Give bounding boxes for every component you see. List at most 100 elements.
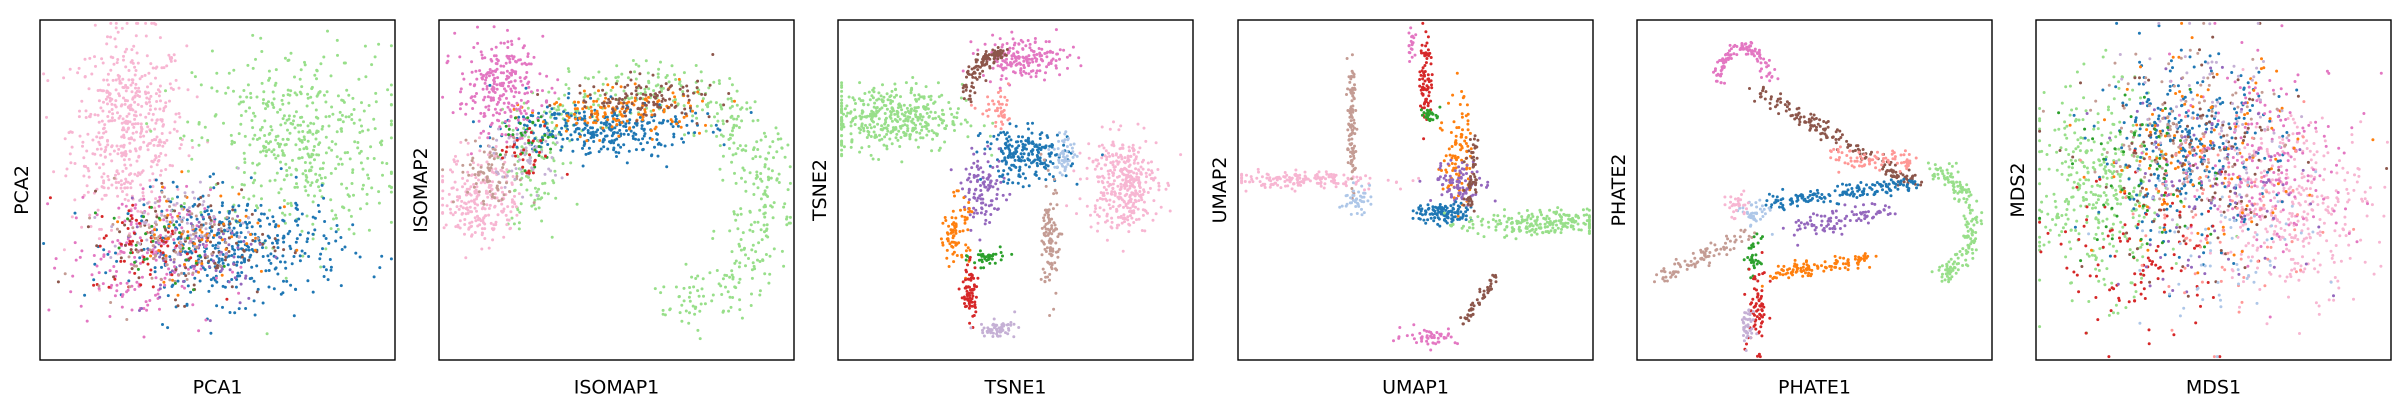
isomap-point-cluster-5 <box>487 207 491 210</box>
pca-point-cluster-6 <box>133 271 137 275</box>
tsne-point-cluster-4 <box>1017 173 1021 177</box>
isomap-point-cluster-9 <box>522 148 526 152</box>
pca-point-cluster-10 <box>172 203 176 207</box>
pca-point-cluster-3 <box>121 250 124 254</box>
tsne-point-cluster-0 <box>889 110 892 113</box>
isomap-point-cluster-1 <box>599 131 603 135</box>
pca-point-cluster-1 <box>335 130 339 134</box>
pca-point-cluster-1 <box>311 101 315 105</box>
pca-point-cluster-1 <box>309 155 313 159</box>
pca-point-cluster-2 <box>340 248 344 251</box>
pca-point-cluster-8 <box>206 255 210 258</box>
panel-tsne: TSNE1 TSNE2 <box>809 19 1194 399</box>
pca-point-cluster-0 <box>103 155 107 159</box>
pca-point-cluster-1 <box>170 197 174 201</box>
pca-point-cluster-5 <box>219 269 223 273</box>
tsne-point-cluster-0 <box>924 85 928 89</box>
pca-point-cluster-1 <box>314 137 318 141</box>
pca-point-cluster-1 <box>214 113 218 117</box>
pca-point-cluster-10 <box>113 244 117 248</box>
pca-point-cluster-0 <box>179 143 183 147</box>
pca-point-cluster-1 <box>190 157 194 161</box>
pca-point-cluster-0 <box>100 57 104 61</box>
tsne-point-cluster-1 <box>1028 42 1032 46</box>
pca-point-cluster-0 <box>154 156 158 160</box>
pca-point-cluster-0 <box>148 108 152 112</box>
pca-point-cluster-3 <box>54 257 58 261</box>
pca-point-cluster-2 <box>182 272 186 275</box>
pca-point-cluster-0 <box>148 178 152 182</box>
pca-point-cluster-10 <box>216 245 220 249</box>
isomap-point-cluster-5 <box>466 141 470 145</box>
pca-point-cluster-10 <box>204 227 208 231</box>
tsne-point-cluster-0 <box>927 95 931 99</box>
isomap-point-cluster-0 <box>717 282 721 286</box>
isomap-point-cluster-4 <box>504 133 508 137</box>
pca-point-cluster-2 <box>328 258 332 261</box>
pca-point-cluster-2 <box>236 255 240 259</box>
isomap-point-cluster-0 <box>695 116 699 120</box>
pca-point-cluster-1 <box>389 220 393 224</box>
pca-point-cluster-6 <box>189 256 193 260</box>
pca-point-cluster-5 <box>178 264 182 268</box>
pca-point-cluster-1 <box>210 49 214 53</box>
pca-point-cluster-1 <box>334 142 338 146</box>
pca-point-cluster-2 <box>294 240 298 244</box>
pca-point-cluster-0 <box>127 112 131 116</box>
pca-point-cluster-1 <box>243 157 247 161</box>
isomap-x-axis-label: ISOMAP1 <box>574 377 660 399</box>
pca-point-cluster-2 <box>185 218 189 222</box>
isomap-point-cluster-6 <box>481 178 485 182</box>
tsne-point-cluster-0 <box>862 102 866 106</box>
pca-point-cluster-1 <box>197 143 201 147</box>
pca-point-cluster-0 <box>103 193 107 197</box>
pca-point-cluster-1 <box>304 178 308 182</box>
isomap-point-cluster-0 <box>721 310 725 314</box>
isomap-point-cluster-0 <box>701 277 705 281</box>
pca-point-cluster-2 <box>295 237 299 241</box>
pca-point-cluster-2 <box>211 244 215 248</box>
pca-point-cluster-1 <box>295 182 298 186</box>
pca-point-cluster-7 <box>249 233 252 236</box>
pca-point-cluster-1 <box>303 161 307 164</box>
pca-point-cluster-1 <box>259 150 263 154</box>
tsne-point-cluster-2 <box>988 57 992 61</box>
pca-point-cluster-1 <box>340 162 344 166</box>
isomap-point-cluster-8 <box>537 154 541 157</box>
pca-point-cluster-7 <box>157 249 161 252</box>
isomap-point-cluster-0 <box>661 86 665 90</box>
isomap-point-cluster-6 <box>502 193 506 197</box>
pca-point-cluster-2 <box>230 278 234 281</box>
pca-point-cluster-1 <box>251 126 255 130</box>
pca-point-cluster-0 <box>138 90 141 94</box>
isomap-point-cluster-1 <box>611 120 615 124</box>
pca-point-cluster-10 <box>144 220 148 224</box>
tsne-point-cluster-4 <box>1027 153 1031 157</box>
isomap-point-cluster-2 <box>572 112 576 116</box>
pca-point-cluster-7 <box>186 230 190 234</box>
pca-point-cluster-2 <box>339 284 343 288</box>
isomap-point-cluster-0 <box>763 165 767 169</box>
isomap-point-cluster-4 <box>500 132 504 136</box>
tsne-point-cluster-2 <box>976 52 980 56</box>
pca-point-cluster-3 <box>111 240 115 244</box>
pca-point-cluster-0 <box>121 85 125 89</box>
isomap-point-cluster-2 <box>643 97 647 101</box>
isomap-point-cluster-1 <box>680 137 684 141</box>
tsne-point-cluster-2 <box>968 97 972 101</box>
tsne-point-cluster-0 <box>843 107 847 111</box>
pca-point-cluster-2 <box>166 294 170 298</box>
isomap-point-cluster-0 <box>744 253 747 257</box>
isomap-point-cluster-2 <box>586 121 590 125</box>
pca-point-cluster-0 <box>121 77 125 81</box>
pca-point-cluster-2 <box>317 210 321 214</box>
tsne-point-cluster-4 <box>976 134 980 138</box>
isomap-point-cluster-2 <box>566 119 570 123</box>
isomap-point-cluster-7 <box>523 133 527 137</box>
tsne-point-cluster-1 <box>1058 57 1061 61</box>
pca-point-cluster-1 <box>259 128 262 132</box>
pca-point-cluster-0 <box>156 144 160 148</box>
isomap-point-cluster-1 <box>652 119 656 123</box>
pca-point-cluster-0 <box>134 34 138 38</box>
pca-point-cluster-0 <box>77 115 81 119</box>
